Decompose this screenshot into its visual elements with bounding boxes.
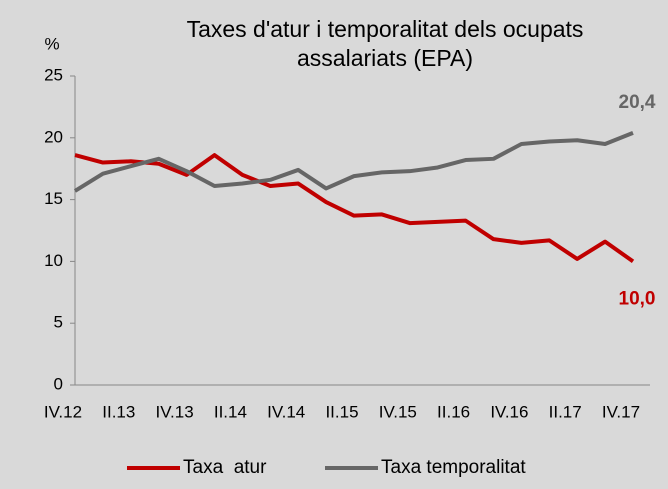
chart-title: Taxes d'atur i temporalitat dels ocupats: [187, 16, 584, 42]
x-tick-label: II.17: [549, 402, 582, 421]
series-line: [74, 153, 635, 264]
y-axis-label: %: [44, 34, 59, 53]
x-tick-label: II.14: [214, 402, 247, 421]
data-label: 20,4: [619, 92, 656, 113]
x-tick-label: IV.12: [44, 402, 82, 421]
series-line: [73, 130, 634, 193]
legend-label: Taxa atur: [183, 457, 267, 478]
y-tick-label: 25: [44, 65, 63, 84]
x-tick-label: II.13: [102, 402, 135, 421]
y-tick-label: 5: [54, 313, 63, 332]
legend-label: Taxa temporalitat: [381, 457, 526, 478]
x-tick-label: II.15: [325, 402, 358, 421]
y-tick-label: 10: [44, 251, 63, 270]
y-tick-label: 20: [44, 127, 63, 146]
x-tick-label: IV.16: [490, 402, 528, 421]
x-tick-label: IV.13: [156, 402, 194, 421]
chart-title: assalariats (EPA): [297, 45, 473, 71]
x-tick-label: IV.15: [379, 402, 417, 421]
x-tick-label: IV.17: [602, 402, 640, 421]
y-tick-label: 15: [44, 189, 63, 208]
x-tick-label: II.16: [437, 402, 470, 421]
data-label: 10,0: [619, 288, 656, 309]
x-tick-label: IV.14: [267, 402, 305, 421]
y-tick-label: 0: [54, 374, 63, 393]
